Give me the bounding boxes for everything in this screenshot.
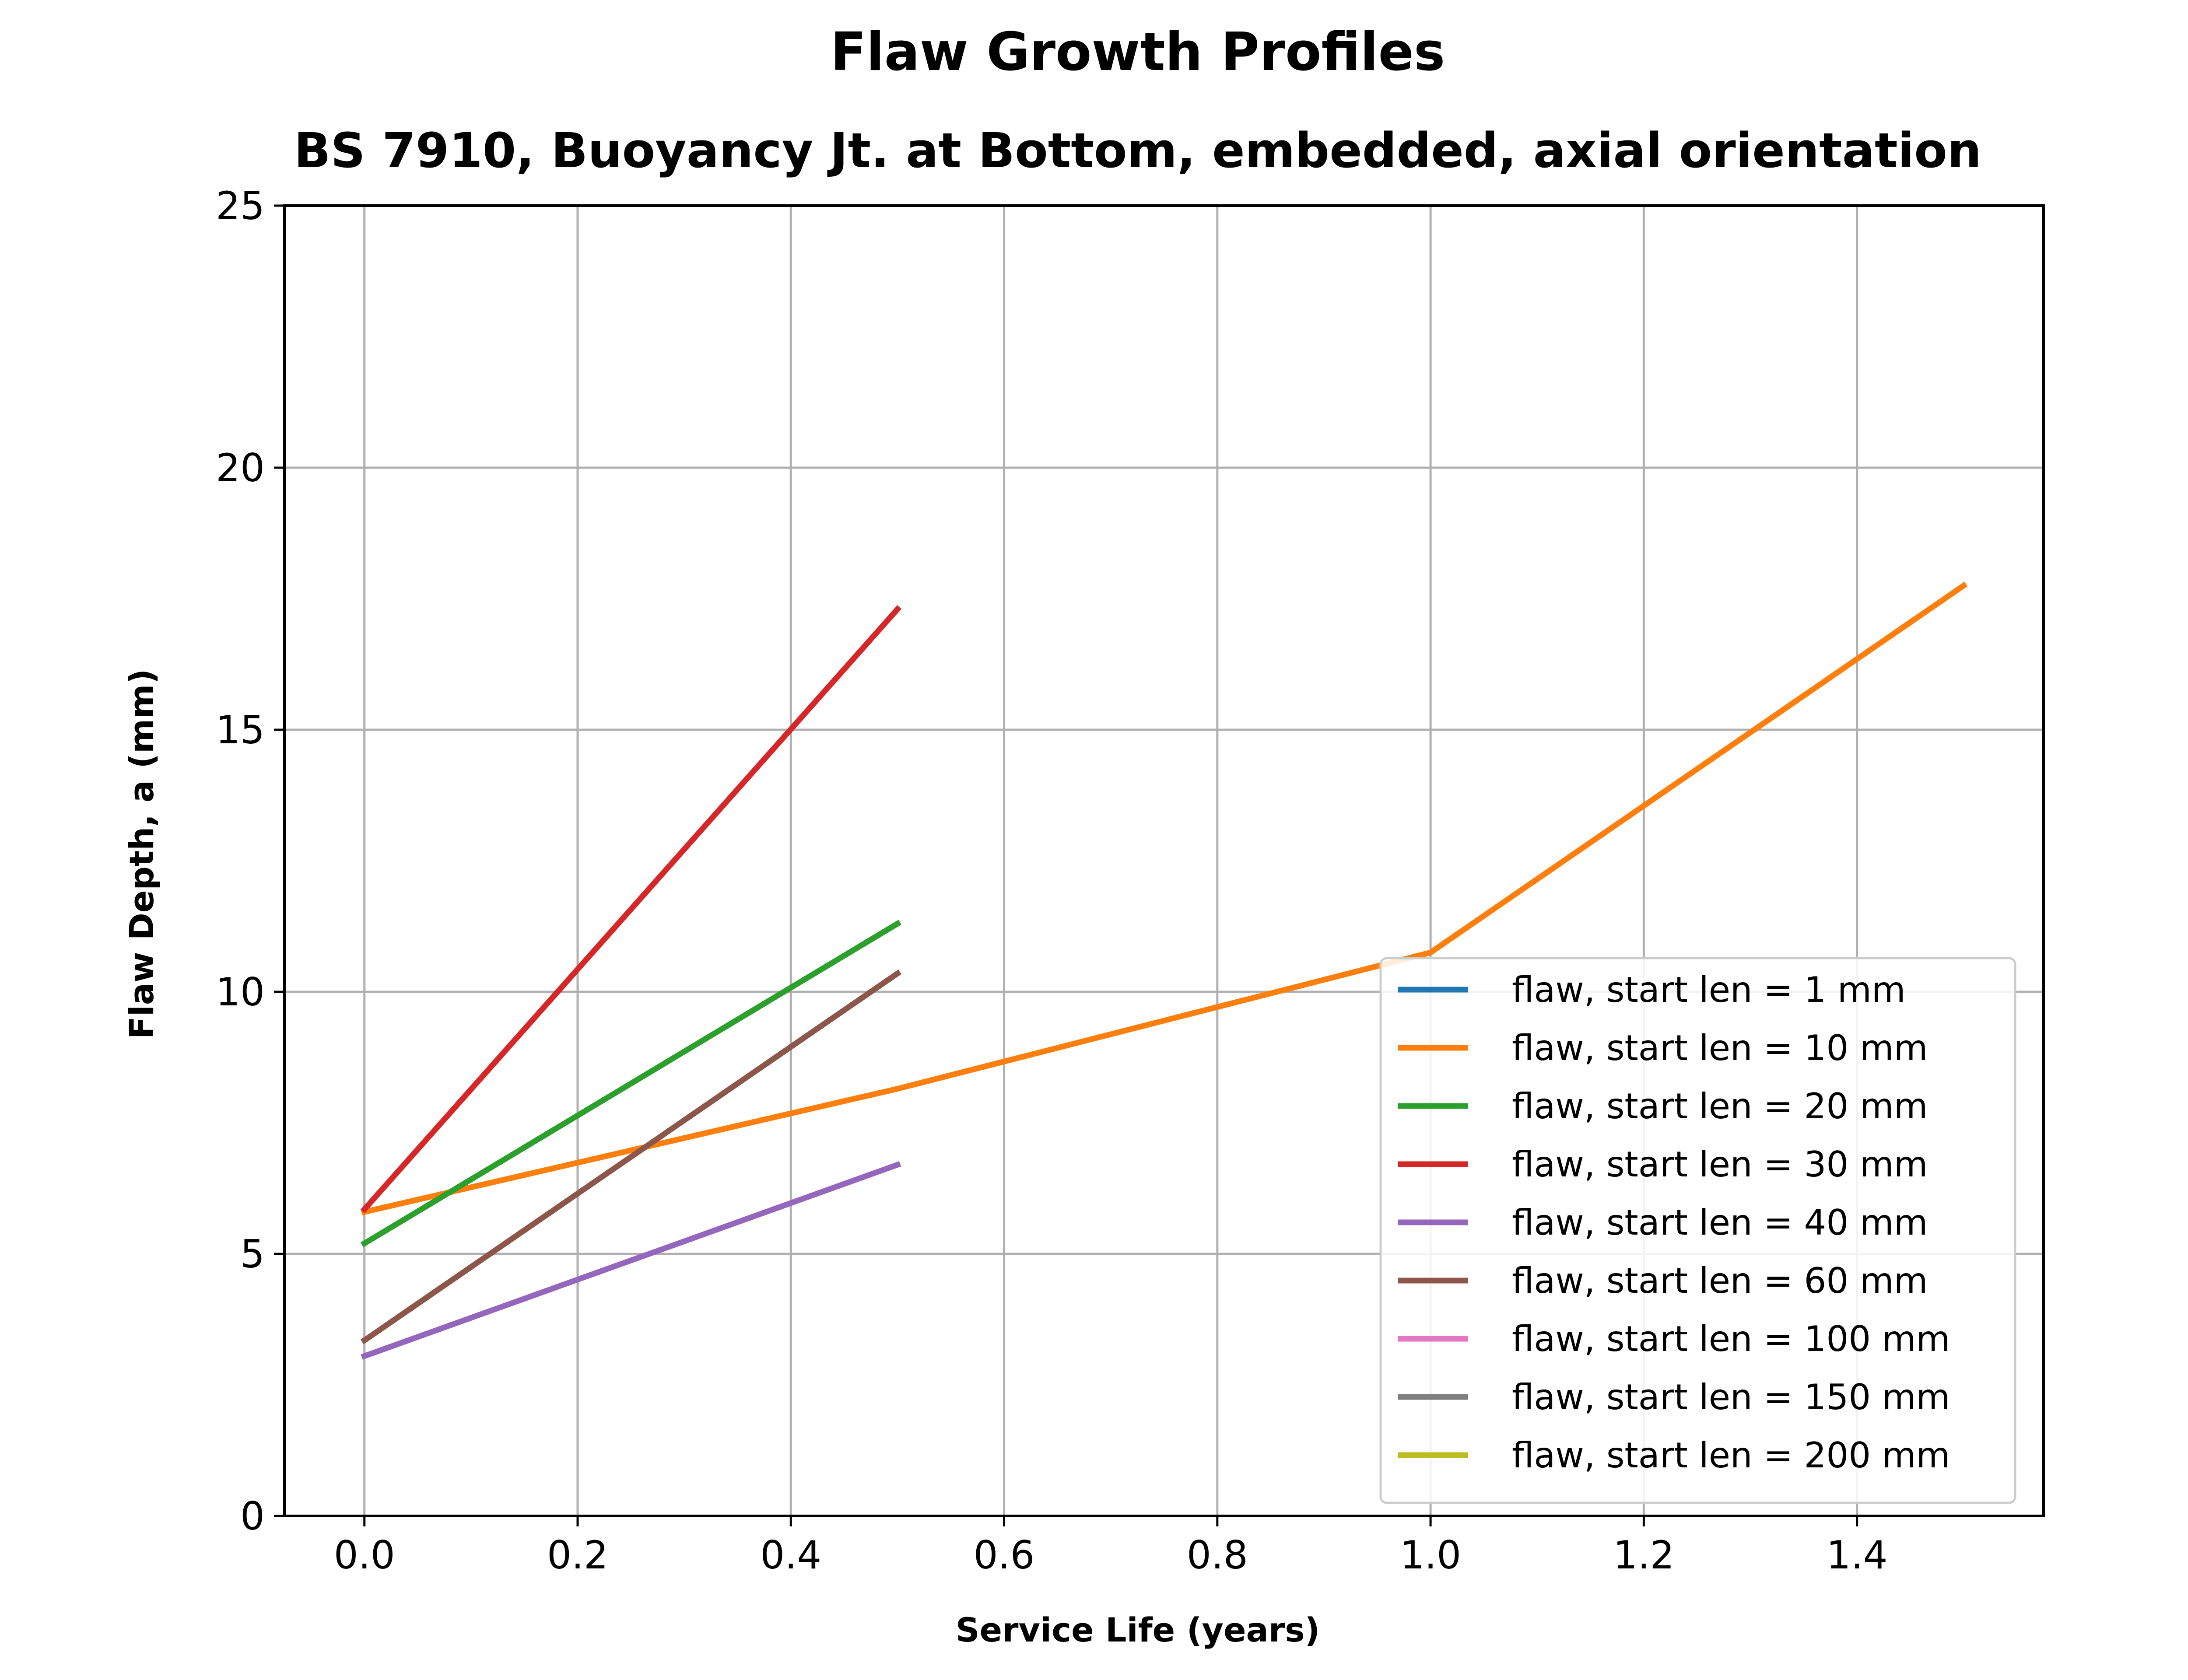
plot-frame: [283, 204, 2045, 1517]
x-tick-label: 1.0: [1400, 1533, 1461, 1578]
series-line: [360, 605, 902, 1214]
x-tick-label: 1.2: [1613, 1533, 1674, 1578]
legend-entry: flaw, start len = 60 mm: [1512, 1260, 1928, 1301]
x-tick-label: 0.6: [974, 1533, 1035, 1578]
y-tick-label: 5: [240, 1232, 265, 1277]
series-line: [360, 970, 901, 1344]
x-tick-label: 0.4: [760, 1533, 821, 1578]
y-tick-label: 20: [216, 445, 265, 490]
legend-entry: flaw, start len = 30 mm: [1512, 1144, 1928, 1185]
chart-subtitle: BS 7910, Buoyancy Jt. at Bottom, embedde…: [294, 122, 1981, 178]
legend-entry: flaw, start len = 200 mm: [1512, 1435, 1950, 1476]
x-axis-label: Service Life (years): [956, 1610, 1320, 1649]
legend-entry: flaw, start len = 150 mm: [1512, 1377, 1950, 1418]
legend-box: [1379, 957, 2016, 1504]
x-tick-label: 0.2: [547, 1533, 608, 1578]
axis-ticks: 0.0 0.2 0.4 0.6 0.8 1.0 1.2 1.4 0 5 10 15 20 25: [216, 183, 1888, 1578]
x-tick-label: 0.8: [1187, 1533, 1248, 1578]
x-tick-label: 1.4: [1827, 1533, 1888, 1578]
y-axis-label: Flaw Depth, a (mm): [122, 669, 161, 1039]
legend-entry: flaw, start len = 100 mm: [1512, 1319, 1950, 1359]
chart-title: Flaw Growth Profiles: [831, 22, 1445, 83]
plot-series: [360, 581, 1968, 1360]
y-tick-label: 0: [240, 1494, 265, 1539]
series-line: [361, 581, 1968, 1215]
series-line: [360, 920, 901, 1247]
legend-entry: flaw, start len = 10 mm: [1512, 1028, 1928, 1068]
y-tick-label: 25: [216, 183, 265, 228]
x-tick-label: 0.0: [334, 1533, 395, 1578]
legend-entry: flaw, start len = 1 mm: [1512, 970, 1906, 1010]
legend: flaw, start len = 1 mm flaw, start len = …: [1379, 957, 2016, 1504]
y-tick-label: 15: [216, 707, 265, 752]
legend-entry: flaw, start len = 20 mm: [1512, 1086, 1928, 1127]
legend-entry: flaw, start len = 40 mm: [1512, 1202, 1928, 1243]
y-tick-label: 10: [216, 970, 265, 1015]
series-line: [361, 1161, 901, 1360]
